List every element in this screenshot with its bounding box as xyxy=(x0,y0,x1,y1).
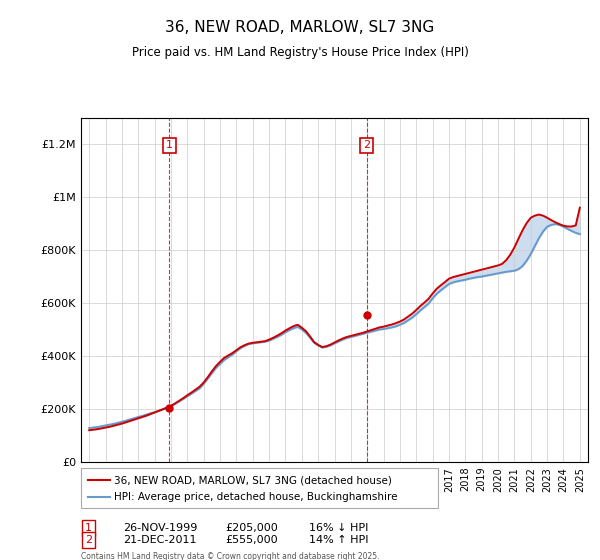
Text: Contains HM Land Registry data © Crown copyright and database right 2025.
This d: Contains HM Land Registry data © Crown c… xyxy=(81,552,380,560)
Text: 2: 2 xyxy=(363,141,370,151)
Text: £555,000: £555,000 xyxy=(225,535,278,545)
Text: 1: 1 xyxy=(85,523,92,533)
Text: 16% ↓ HPI: 16% ↓ HPI xyxy=(309,523,368,533)
Text: 26-NOV-1999: 26-NOV-1999 xyxy=(123,523,197,533)
Text: 14% ↑ HPI: 14% ↑ HPI xyxy=(309,535,368,545)
Text: 2: 2 xyxy=(85,535,92,545)
Text: HPI: Average price, detached house, Buckinghamshire: HPI: Average price, detached house, Buck… xyxy=(114,492,398,502)
Text: 21-DEC-2011: 21-DEC-2011 xyxy=(123,535,197,545)
Text: 1: 1 xyxy=(166,141,173,151)
Text: Price paid vs. HM Land Registry's House Price Index (HPI): Price paid vs. HM Land Registry's House … xyxy=(131,46,469,59)
Text: 36, NEW ROAD, MARLOW, SL7 3NG (detached house): 36, NEW ROAD, MARLOW, SL7 3NG (detached … xyxy=(114,475,392,486)
Text: £205,000: £205,000 xyxy=(225,523,278,533)
Text: 36, NEW ROAD, MARLOW, SL7 3NG: 36, NEW ROAD, MARLOW, SL7 3NG xyxy=(166,20,434,35)
